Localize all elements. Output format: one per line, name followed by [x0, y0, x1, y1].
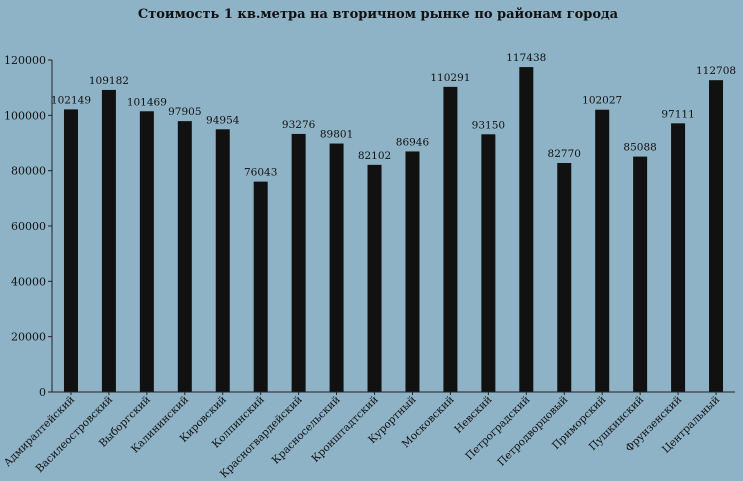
data-label: 102149 [51, 94, 91, 106]
data-label: 89801 [320, 129, 353, 141]
data-label: 76043 [244, 167, 277, 179]
bars [63, 67, 724, 393]
data-label: 117438 [506, 52, 546, 64]
bar [481, 134, 496, 392]
data-label: 101469 [127, 96, 167, 108]
bar [595, 109, 610, 392]
bar [519, 67, 534, 393]
y-tick-label: 80000 [11, 165, 46, 178]
y-tick-label: 0 [39, 386, 46, 399]
data-label: 86946 [396, 136, 430, 148]
bar [215, 129, 230, 392]
data-label: 102027 [582, 95, 622, 107]
data-label: 112708 [696, 65, 736, 77]
bar [329, 143, 344, 392]
data-label: 109182 [89, 75, 129, 87]
data-label: 85088 [623, 142, 656, 154]
data-label: 97905 [168, 106, 201, 118]
bar [709, 80, 724, 392]
x-tick-label: Петроградский [463, 394, 532, 463]
bar [405, 151, 420, 392]
data-label: 82102 [358, 150, 391, 162]
x-tick-label: Адмиралтейский [2, 394, 77, 469]
data-label: 82770 [548, 148, 581, 160]
data-label: 93276 [282, 119, 316, 131]
data-label: 94954 [206, 114, 240, 126]
x-axis: АдмиралтейскийВасилеостровскийВыборгский… [2, 391, 735, 480]
bar [557, 163, 572, 392]
x-tick-label: Петродворцовый [495, 394, 570, 469]
x-tick-label: Красносельский [270, 394, 343, 467]
y-tick-label: 120000 [4, 54, 46, 67]
data-label: 97111 [661, 108, 694, 120]
x-tick-label: Кронштадтский [309, 394, 380, 465]
y-tick-label: 60000 [11, 220, 46, 233]
bar [253, 181, 268, 392]
bar [177, 121, 192, 392]
chart-title: Стоимость 1 кв.метра на вторичном рынке … [138, 7, 619, 22]
bar [633, 156, 648, 392]
data-label: 110291 [430, 72, 470, 84]
bar [139, 111, 154, 392]
data-label: 93150 [472, 119, 505, 131]
bar [671, 123, 686, 392]
y-tick-label: 20000 [11, 331, 46, 344]
bar [367, 164, 382, 392]
bar [443, 86, 458, 392]
bar [101, 89, 116, 392]
y-axis: 0 20000 40000 60000 80000 100000 120000 [4, 54, 53, 399]
bar [291, 133, 306, 392]
y-tick-label: 40000 [11, 275, 46, 288]
bar [63, 109, 78, 393]
y-tick-label: 100000 [4, 109, 46, 122]
